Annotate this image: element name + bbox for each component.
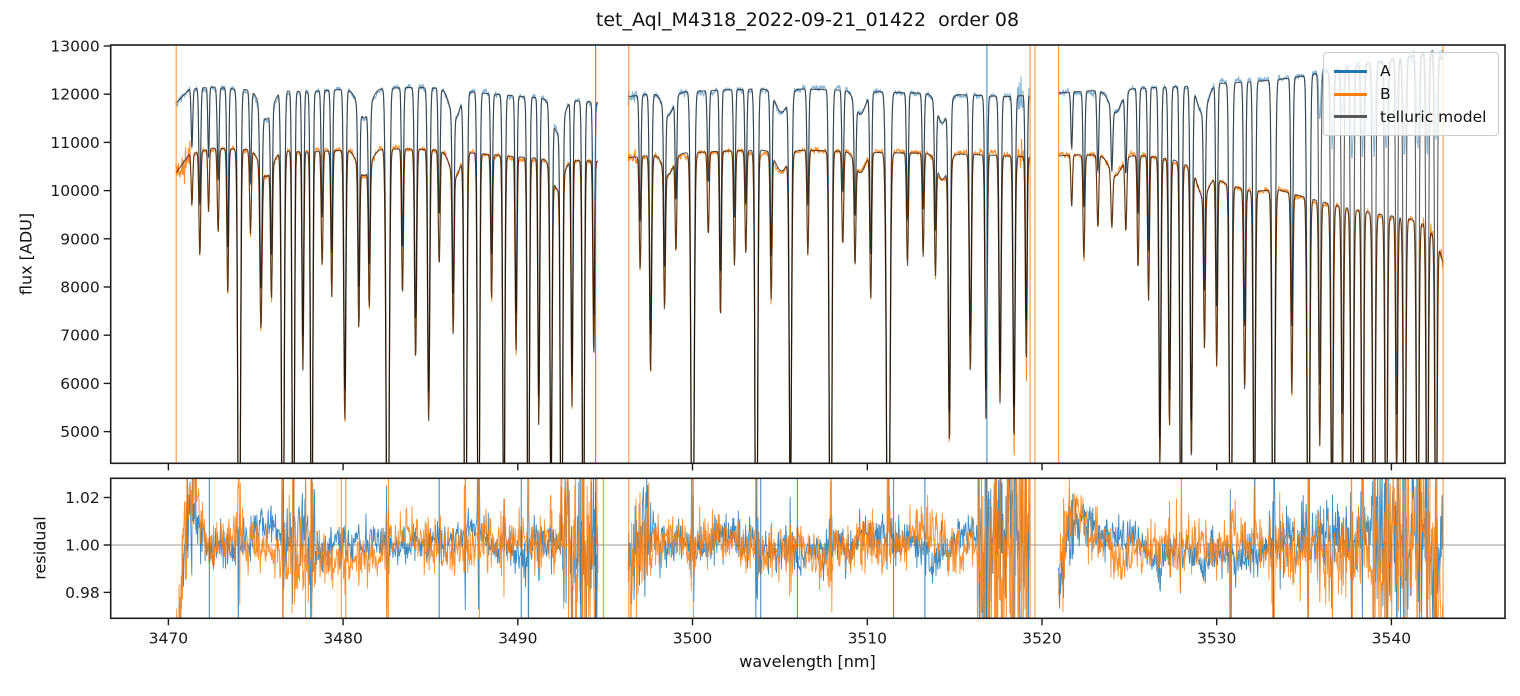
- series-a-line-swatch: [1334, 69, 1367, 73]
- x-tick-label: 3510: [848, 629, 887, 647]
- legend-label-a: A: [1380, 62, 1391, 81]
- main-axes-frame: [109, 44, 1506, 465]
- y-tick-label-main: 10000: [50, 182, 99, 200]
- telluric-model-b-path: [175, 147, 1444, 464]
- y-tick-label-main: 8000: [60, 279, 99, 297]
- y-tick-label-main: 13000: [50, 38, 99, 56]
- axis-tick-labels: 3470 3480 3490 3500 3510 3520 3530 3540 5000 6000…: [50, 38, 1411, 648]
- y-tick-label-residual: 1.02: [65, 489, 100, 507]
- series-b-line-swatch: [1334, 92, 1367, 96]
- legend: A B telluric model: [1323, 52, 1499, 136]
- x-tick-label: 3540: [1372, 629, 1411, 647]
- residual-axes-frame: [109, 477, 1506, 620]
- chart-title: tet_Aql_M4318_2022-09-21_01422 order 08: [595, 9, 1020, 31]
- x-tick-label: 3480: [323, 629, 362, 647]
- y-tick-label-main: 7000: [60, 327, 99, 345]
- y-tick-label-main: 9000: [60, 230, 99, 248]
- telluric-model-line-swatch: [1334, 115, 1367, 119]
- legend-entry-a: A: [1334, 60, 1488, 83]
- y-tick-label-main: 6000: [60, 375, 99, 393]
- residual-axis-label: residual: [30, 516, 50, 580]
- x-tick-label: 3470: [149, 629, 188, 647]
- legend-label-telluric-model: telluric model: [1380, 107, 1487, 126]
- wavelength-axis-label: wavelength [nm]: [739, 652, 876, 671]
- y-tick-label-main: 5000: [60, 423, 99, 441]
- x-tick-label: 3490: [498, 629, 537, 647]
- x-tick-label: 3500: [673, 629, 712, 647]
- legend-label-b: B: [1380, 85, 1391, 103]
- main-plot-area: [175, 45, 1444, 464]
- y-tick-label-main: 11000: [50, 134, 99, 152]
- x-tick-label: 3530: [1197, 629, 1236, 647]
- residual-plot-area: [110, 478, 1505, 619]
- axis-ticks: [103, 45, 1393, 626]
- y-tick-label-main: 12000: [50, 86, 99, 104]
- series-b-residual-path: [176, 478, 1444, 619]
- y-tick-label-residual: 0.98: [65, 584, 100, 602]
- legend-entry-b: B: [1334, 83, 1488, 106]
- x-tick-label: 3520: [1022, 629, 1061, 647]
- legend-entry-telluric-model: telluric model: [1334, 105, 1488, 128]
- y-tick-label-residual: 1.00: [65, 537, 100, 555]
- flux-axis-label: flux [ADU]: [16, 212, 36, 296]
